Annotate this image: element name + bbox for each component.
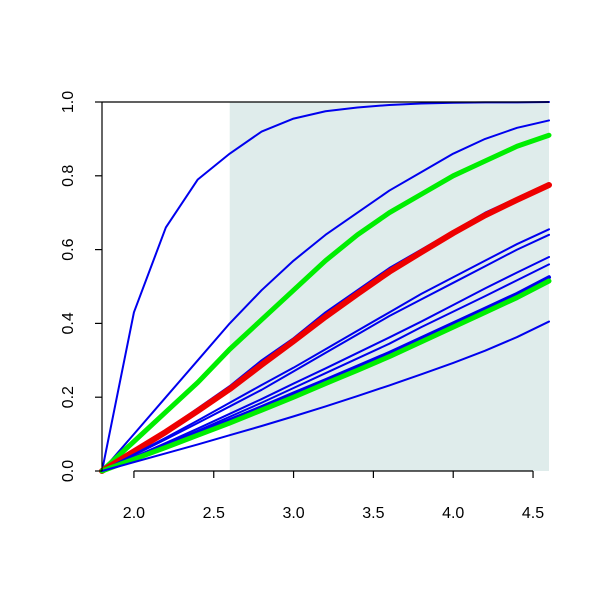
series-layer — [99, 101, 552, 474]
series-line-2 — [101, 119, 550, 472]
y-tick-label: 0.0 — [60, 460, 77, 482]
x-axis-ticks: 2.0 2.5 3.0 3.5 4.0 4.5 — [123, 471, 544, 522]
y-tick-label: 0.2 — [60, 386, 77, 408]
x-tick-label: 4.0 — [442, 505, 464, 522]
series-line-6 — [101, 228, 550, 472]
x-tick-label: 4.5 — [522, 505, 544, 522]
x-tick-label: 2.0 — [123, 505, 145, 522]
series-line-12 — [101, 320, 550, 472]
x-tick-label: 2.5 — [203, 505, 225, 522]
y-tick-label: 1.0 — [60, 91, 77, 113]
x-tick-label: 3.5 — [362, 505, 384, 522]
series-line-8 — [101, 255, 550, 472]
axes-layer — [101, 101, 549, 472]
y-axis-ticks: 0.0 0.2 0.4 0.6 0.8 1.0 — [60, 91, 102, 482]
series-line-7 — [101, 233, 550, 472]
series-line-3 — [99, 132, 552, 474]
series-line-5 — [99, 182, 552, 474]
series-line-11 — [99, 278, 552, 474]
y-tick-label: 0.8 — [60, 165, 77, 187]
y-tick-label: 0.4 — [60, 312, 77, 334]
x-tick-label: 3.0 — [282, 505, 304, 522]
shaded-region — [229, 102, 549, 471]
y-tick-label: 0.6 — [60, 238, 77, 260]
